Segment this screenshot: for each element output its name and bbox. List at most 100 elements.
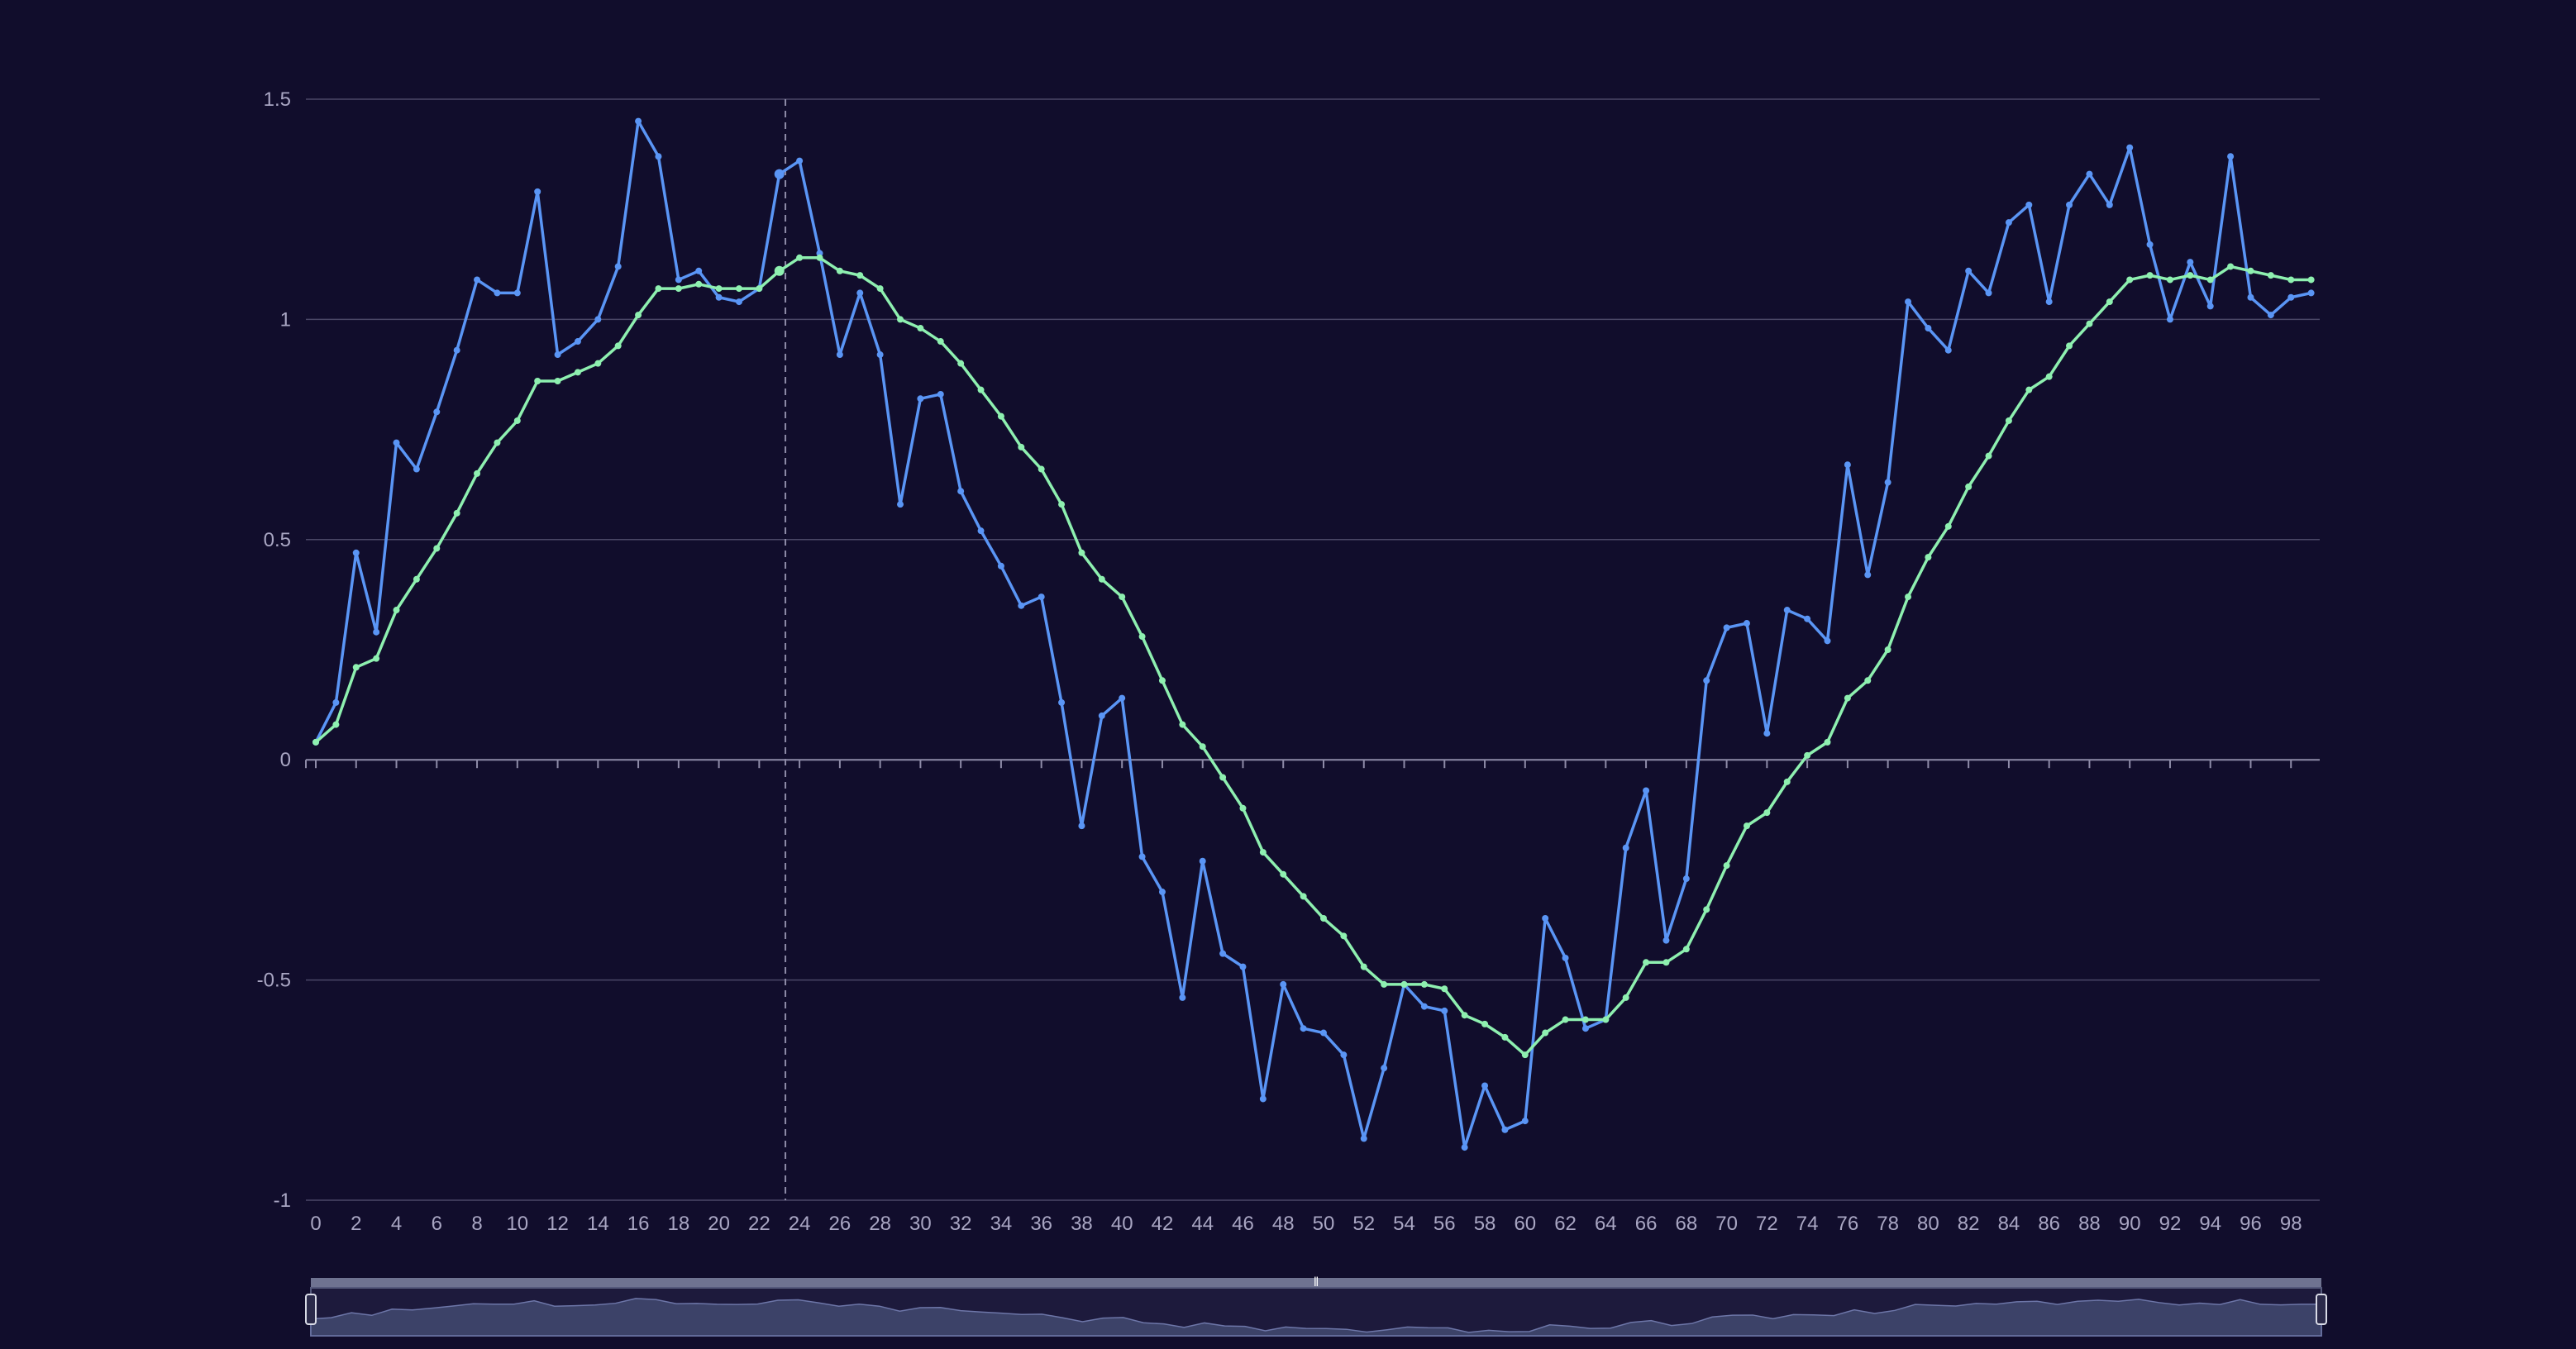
data-point[interactable] xyxy=(816,254,823,261)
data-point[interactable] xyxy=(2146,272,2154,279)
data-point[interactable] xyxy=(1562,954,1569,961)
data-point[interactable] xyxy=(1018,443,1025,450)
data-point[interactable] xyxy=(1219,950,1227,957)
data-point[interactable] xyxy=(856,272,864,279)
data-point[interactable] xyxy=(2045,298,2053,306)
data-point[interactable] xyxy=(1420,1003,1428,1010)
data-point[interactable] xyxy=(917,325,924,332)
data-point[interactable] xyxy=(2045,373,2053,380)
data-point[interactable] xyxy=(695,280,703,288)
data-point[interactable] xyxy=(2106,298,2113,306)
data-point[interactable] xyxy=(413,465,420,473)
data-point[interactable] xyxy=(1824,738,1831,746)
data-point[interactable] xyxy=(433,545,441,552)
data-point[interactable] xyxy=(474,276,481,284)
data-point[interactable] xyxy=(1441,1007,1448,1014)
data-point[interactable] xyxy=(1078,549,1085,556)
data-point[interactable] xyxy=(1844,694,1851,702)
data-point[interactable] xyxy=(2086,170,2093,178)
data-point[interactable] xyxy=(997,562,1004,570)
data-point[interactable] xyxy=(1239,804,1247,812)
data-point[interactable] xyxy=(836,351,843,359)
data-point[interactable] xyxy=(796,254,804,261)
data-point[interactable] xyxy=(977,386,985,393)
data-point[interactable] xyxy=(1521,1118,1529,1125)
data-point[interactable] xyxy=(937,338,944,346)
zoom-handle-right[interactable] xyxy=(2316,1294,2327,1325)
data-point[interactable] xyxy=(836,267,843,274)
data-point[interactable] xyxy=(735,285,742,293)
data-point[interactable] xyxy=(1723,624,1730,632)
data-point[interactable] xyxy=(2206,303,2214,310)
data-point[interactable] xyxy=(453,509,460,517)
data-point[interactable] xyxy=(1219,774,1227,781)
data-point[interactable] xyxy=(1763,809,1771,817)
data-point[interactable] xyxy=(1179,994,1186,1001)
data-point[interactable] xyxy=(937,390,944,398)
data-point[interactable] xyxy=(1179,721,1186,728)
data-point[interactable] xyxy=(876,351,884,359)
data-point[interactable] xyxy=(917,395,924,403)
data-point[interactable] xyxy=(2247,293,2254,301)
data-point[interactable] xyxy=(1944,522,1952,530)
data-point[interactable] xyxy=(474,470,481,477)
data-point[interactable] xyxy=(554,377,561,384)
data-point[interactable] xyxy=(2166,316,2173,323)
data-point[interactable] xyxy=(1824,637,1831,645)
data-point[interactable] xyxy=(453,346,460,354)
data-point[interactable] xyxy=(534,377,541,384)
data-point[interactable] xyxy=(796,157,804,164)
data-point[interactable] xyxy=(1381,1065,1388,1072)
data-point[interactable] xyxy=(1320,915,1327,922)
data-point[interactable] xyxy=(1864,677,1872,684)
data-point[interactable] xyxy=(1723,862,1730,870)
data-point[interactable] xyxy=(534,188,541,195)
data-point[interactable] xyxy=(695,267,703,274)
data-point[interactable] xyxy=(1360,963,1367,970)
data-point[interactable] xyxy=(312,738,319,746)
data-point[interactable] xyxy=(856,289,864,297)
data-point[interactable] xyxy=(2307,289,2315,297)
data-point[interactable] xyxy=(1581,1025,1589,1032)
data-point[interactable] xyxy=(1965,483,1973,490)
data-point[interactable] xyxy=(2025,386,2033,393)
data-point[interactable] xyxy=(1400,980,1408,988)
data-point[interactable] xyxy=(2267,312,2274,319)
data-point[interactable] xyxy=(774,169,785,179)
data-point[interactable] xyxy=(1441,985,1448,993)
data-point[interactable] xyxy=(2005,219,2012,226)
data-point[interactable] xyxy=(2126,276,2134,284)
data-point[interactable] xyxy=(1804,615,1811,622)
data-point[interactable] xyxy=(1925,325,1932,332)
data-point[interactable] xyxy=(2187,272,2194,279)
data-point[interactable] xyxy=(2025,201,2033,208)
data-point[interactable] xyxy=(1864,571,1872,579)
data-point[interactable] xyxy=(2287,293,2295,301)
data-point[interactable] xyxy=(352,549,360,556)
data-point[interactable] xyxy=(1925,554,1932,561)
data-point[interactable] xyxy=(2005,417,2012,424)
data-point[interactable] xyxy=(1038,465,1045,473)
data-point[interactable] xyxy=(1138,853,1146,860)
data-point[interactable] xyxy=(1985,289,1992,297)
data-point[interactable] xyxy=(1098,712,1105,719)
data-point[interactable] xyxy=(1905,298,1912,306)
data-point[interactable] xyxy=(1643,959,1650,966)
data-point[interactable] xyxy=(1662,959,1670,966)
data-point[interactable] xyxy=(1643,787,1650,794)
data-point[interactable] xyxy=(2166,276,2173,284)
data-point[interactable] xyxy=(2247,267,2254,274)
data-point[interactable] xyxy=(1542,915,1549,922)
data-point[interactable] xyxy=(756,285,763,293)
data-point[interactable] xyxy=(1058,698,1066,706)
data-point[interactable] xyxy=(1562,1016,1569,1023)
data-point[interactable] xyxy=(1259,849,1267,856)
data-point[interactable] xyxy=(1420,980,1428,988)
data-point[interactable] xyxy=(1138,633,1146,641)
data-point[interactable] xyxy=(1703,906,1710,913)
data-point[interactable] xyxy=(1662,937,1670,944)
data-point[interactable] xyxy=(594,316,602,323)
data-point[interactable] xyxy=(433,408,441,416)
data-point[interactable] xyxy=(1199,743,1206,751)
zoom-slider[interactable]: ‖ xyxy=(305,1275,2327,1337)
